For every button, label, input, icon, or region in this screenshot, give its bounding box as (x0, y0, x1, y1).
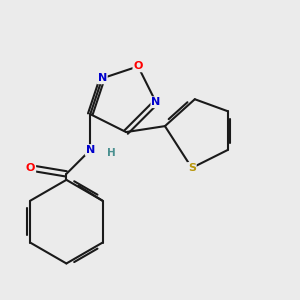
Text: O: O (26, 163, 35, 173)
Text: H: H (107, 148, 116, 158)
Text: N: N (86, 145, 95, 155)
Text: S: S (188, 163, 196, 173)
Text: O: O (134, 61, 143, 71)
Text: N: N (98, 73, 107, 83)
Text: N: N (151, 97, 160, 107)
